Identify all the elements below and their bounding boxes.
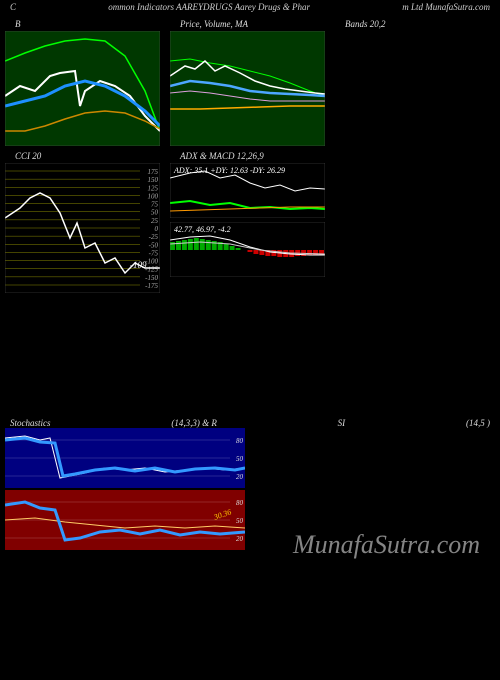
bands-title: Bands 20,2 (335, 19, 495, 29)
chart-grid: B Price, Volume, MA Bands 20,2 CCI 20 17… (0, 14, 500, 298)
price-ma-chart (170, 31, 325, 146)
bands-chart (335, 31, 490, 146)
cci-chart: 1751501251007550250-25-50-75-100-125-150… (5, 163, 160, 293)
svg-text:50: 50 (151, 209, 159, 217)
stoch-top-chart: 80 50 20 (5, 428, 245, 488)
svg-text:50: 50 (236, 455, 244, 463)
bands-panel: Bands 20,2 (335, 19, 495, 146)
svg-text:20: 20 (236, 535, 244, 543)
svg-text:42.77, 46.97, -4.2: 42.77, 46.97, -4.2 (174, 225, 231, 234)
svg-text:0: 0 (155, 225, 159, 233)
svg-text:-50: -50 (149, 241, 159, 249)
header-right: m Ltd MunafaSutra.com (402, 2, 490, 12)
svg-text:150: 150 (148, 176, 159, 184)
price-ma-panel: Price, Volume, MA (170, 19, 330, 146)
svg-text:-109: -109 (130, 260, 147, 270)
stoch-bottom-chart: 80502030.36 (5, 490, 245, 550)
svg-text:25: 25 (151, 217, 159, 225)
cci-panel: CCI 20 1751501251007550250-25-50-75-100-… (5, 151, 165, 293)
stoch-title-mid: (14,3,3) & R (171, 418, 217, 428)
adx-chart: ADX: 35.1 +DY: 12.63 -DY: 26.29 (170, 163, 325, 218)
svg-text:80: 80 (236, 499, 244, 507)
svg-text:50: 50 (236, 517, 244, 525)
bollinger-title: B (5, 19, 165, 29)
svg-text:-100: -100 (145, 258, 158, 266)
header-left: C (10, 2, 16, 12)
stoch-title-si: SI (338, 418, 346, 428)
stoch-title-left: Stochastics (10, 418, 51, 428)
stoch-left-col: 805020 80502030.36 (5, 428, 248, 550)
bollinger-chart (5, 31, 160, 146)
watermark: MunafaSutra.com (293, 530, 480, 560)
adx-title: ADX & MACD 12,26,9 (170, 151, 330, 161)
svg-text:75: 75 (151, 201, 159, 209)
svg-text:175: 175 (148, 168, 159, 176)
empty-panel (335, 151, 495, 293)
svg-text:-25: -25 (149, 233, 159, 241)
svg-text:-75: -75 (149, 249, 159, 257)
svg-text:100: 100 (148, 192, 159, 200)
macd-chart: 42.77, 46.97, -4.2 (170, 222, 325, 277)
adx-macd-panel: ADX & MACD 12,26,9 ADX: 35.1 +DY: 12.63 … (170, 151, 330, 293)
svg-text:80: 80 (236, 437, 244, 445)
svg-text:ADX: 35.1 +DY: 12.63 -DY: 26.2: ADX: 35.1 +DY: 12.63 -DY: 26.29 (173, 166, 285, 175)
svg-text:-175: -175 (145, 282, 158, 290)
header-center: ommon Indicators AAREYDRUGS Aarey Drugs … (108, 2, 310, 12)
stoch-title-row: Stochastics (14,3,3) & R SI (14,5 ) (0, 418, 500, 428)
svg-text:20: 20 (236, 473, 244, 481)
bollinger-panel: B (5, 19, 165, 146)
svg-text:-125: -125 (145, 266, 158, 274)
page-header: C ommon Indicators AAREYDRUGS Aarey Drug… (0, 0, 500, 14)
cci-title: CCI 20 (5, 151, 165, 161)
stoch-title-right: (14,5 ) (466, 418, 490, 428)
svg-text:125: 125 (148, 184, 159, 192)
price-ma-title: Price, Volume, MA (170, 19, 330, 29)
svg-text:-150: -150 (145, 274, 158, 282)
